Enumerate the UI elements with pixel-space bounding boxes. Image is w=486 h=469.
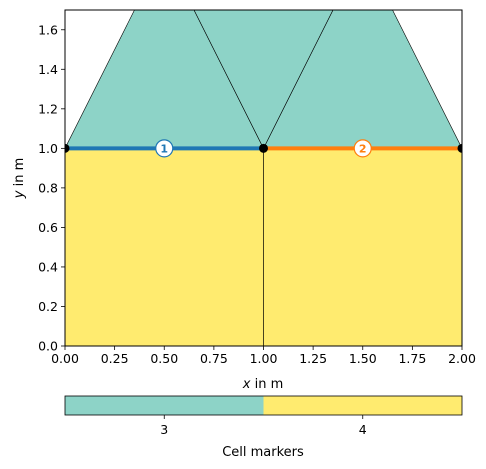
boundary-1-badge bbox=[155, 139, 174, 158]
y-tick-label: 1.2 bbox=[38, 101, 58, 116]
y-tick-label: 1.4 bbox=[38, 62, 58, 77]
x-axis: 0.00 0.25 0.50 0.75 1.00 1.25 1.50 1.75 2.00 bbox=[51, 346, 476, 366]
y-tick-label: 0.0 bbox=[38, 339, 58, 354]
y-axis-label: y in m bbox=[12, 158, 27, 199]
y-tick-label: 0.6 bbox=[38, 220, 58, 235]
x-tick-label: 1.50 bbox=[349, 351, 377, 366]
x-tick-label: 0.75 bbox=[200, 351, 228, 366]
colorbar-swatch-3 bbox=[65, 396, 264, 415]
colorbar-tick-label: 3 bbox=[160, 422, 168, 437]
mesh-cell-5 bbox=[263, 148, 462, 346]
x-tick-label: 0.25 bbox=[101, 351, 129, 366]
y-axis: 0.0 0.2 0.4 0.6 0.8 1.0 1.2 1.4 1.6 bbox=[38, 22, 65, 354]
mesh-cell-3 bbox=[193, 10, 334, 150]
x-tick-label: 0.50 bbox=[150, 351, 178, 366]
y-tick-label: 0.8 bbox=[38, 180, 58, 195]
x-tick-label: 1.75 bbox=[398, 351, 426, 366]
x-tick-label: 1.25 bbox=[299, 351, 327, 366]
x-tick-label: 1.00 bbox=[250, 351, 278, 366]
boundary-2-badge bbox=[353, 139, 372, 158]
y-tick-label: 0.4 bbox=[38, 259, 58, 274]
colorbar-swatch-4 bbox=[263, 396, 462, 415]
y-tick-label: 1.6 bbox=[38, 22, 58, 37]
y-tick-label: 1.0 bbox=[38, 141, 58, 156]
colorbar-label: Cell markers bbox=[222, 445, 304, 460]
mesh-node-3 bbox=[457, 143, 462, 153]
x-axis-label: x in m bbox=[242, 377, 283, 392]
x-tick-label: 2.00 bbox=[448, 351, 476, 366]
boundary-2-label: 2 bbox=[359, 142, 367, 155]
y-tick-label: 0.2 bbox=[38, 299, 58, 314]
mesh-cell-4 bbox=[65, 148, 264, 346]
mesh-node-1 bbox=[65, 143, 70, 153]
boundary-1-label: 1 bbox=[160, 142, 168, 155]
colorbar-tick-label: 4 bbox=[359, 422, 367, 437]
x-tick-label: 0.00 bbox=[51, 351, 79, 366]
mesh-node-2 bbox=[259, 143, 268, 153]
colorbar-frame bbox=[64, 395, 463, 416]
